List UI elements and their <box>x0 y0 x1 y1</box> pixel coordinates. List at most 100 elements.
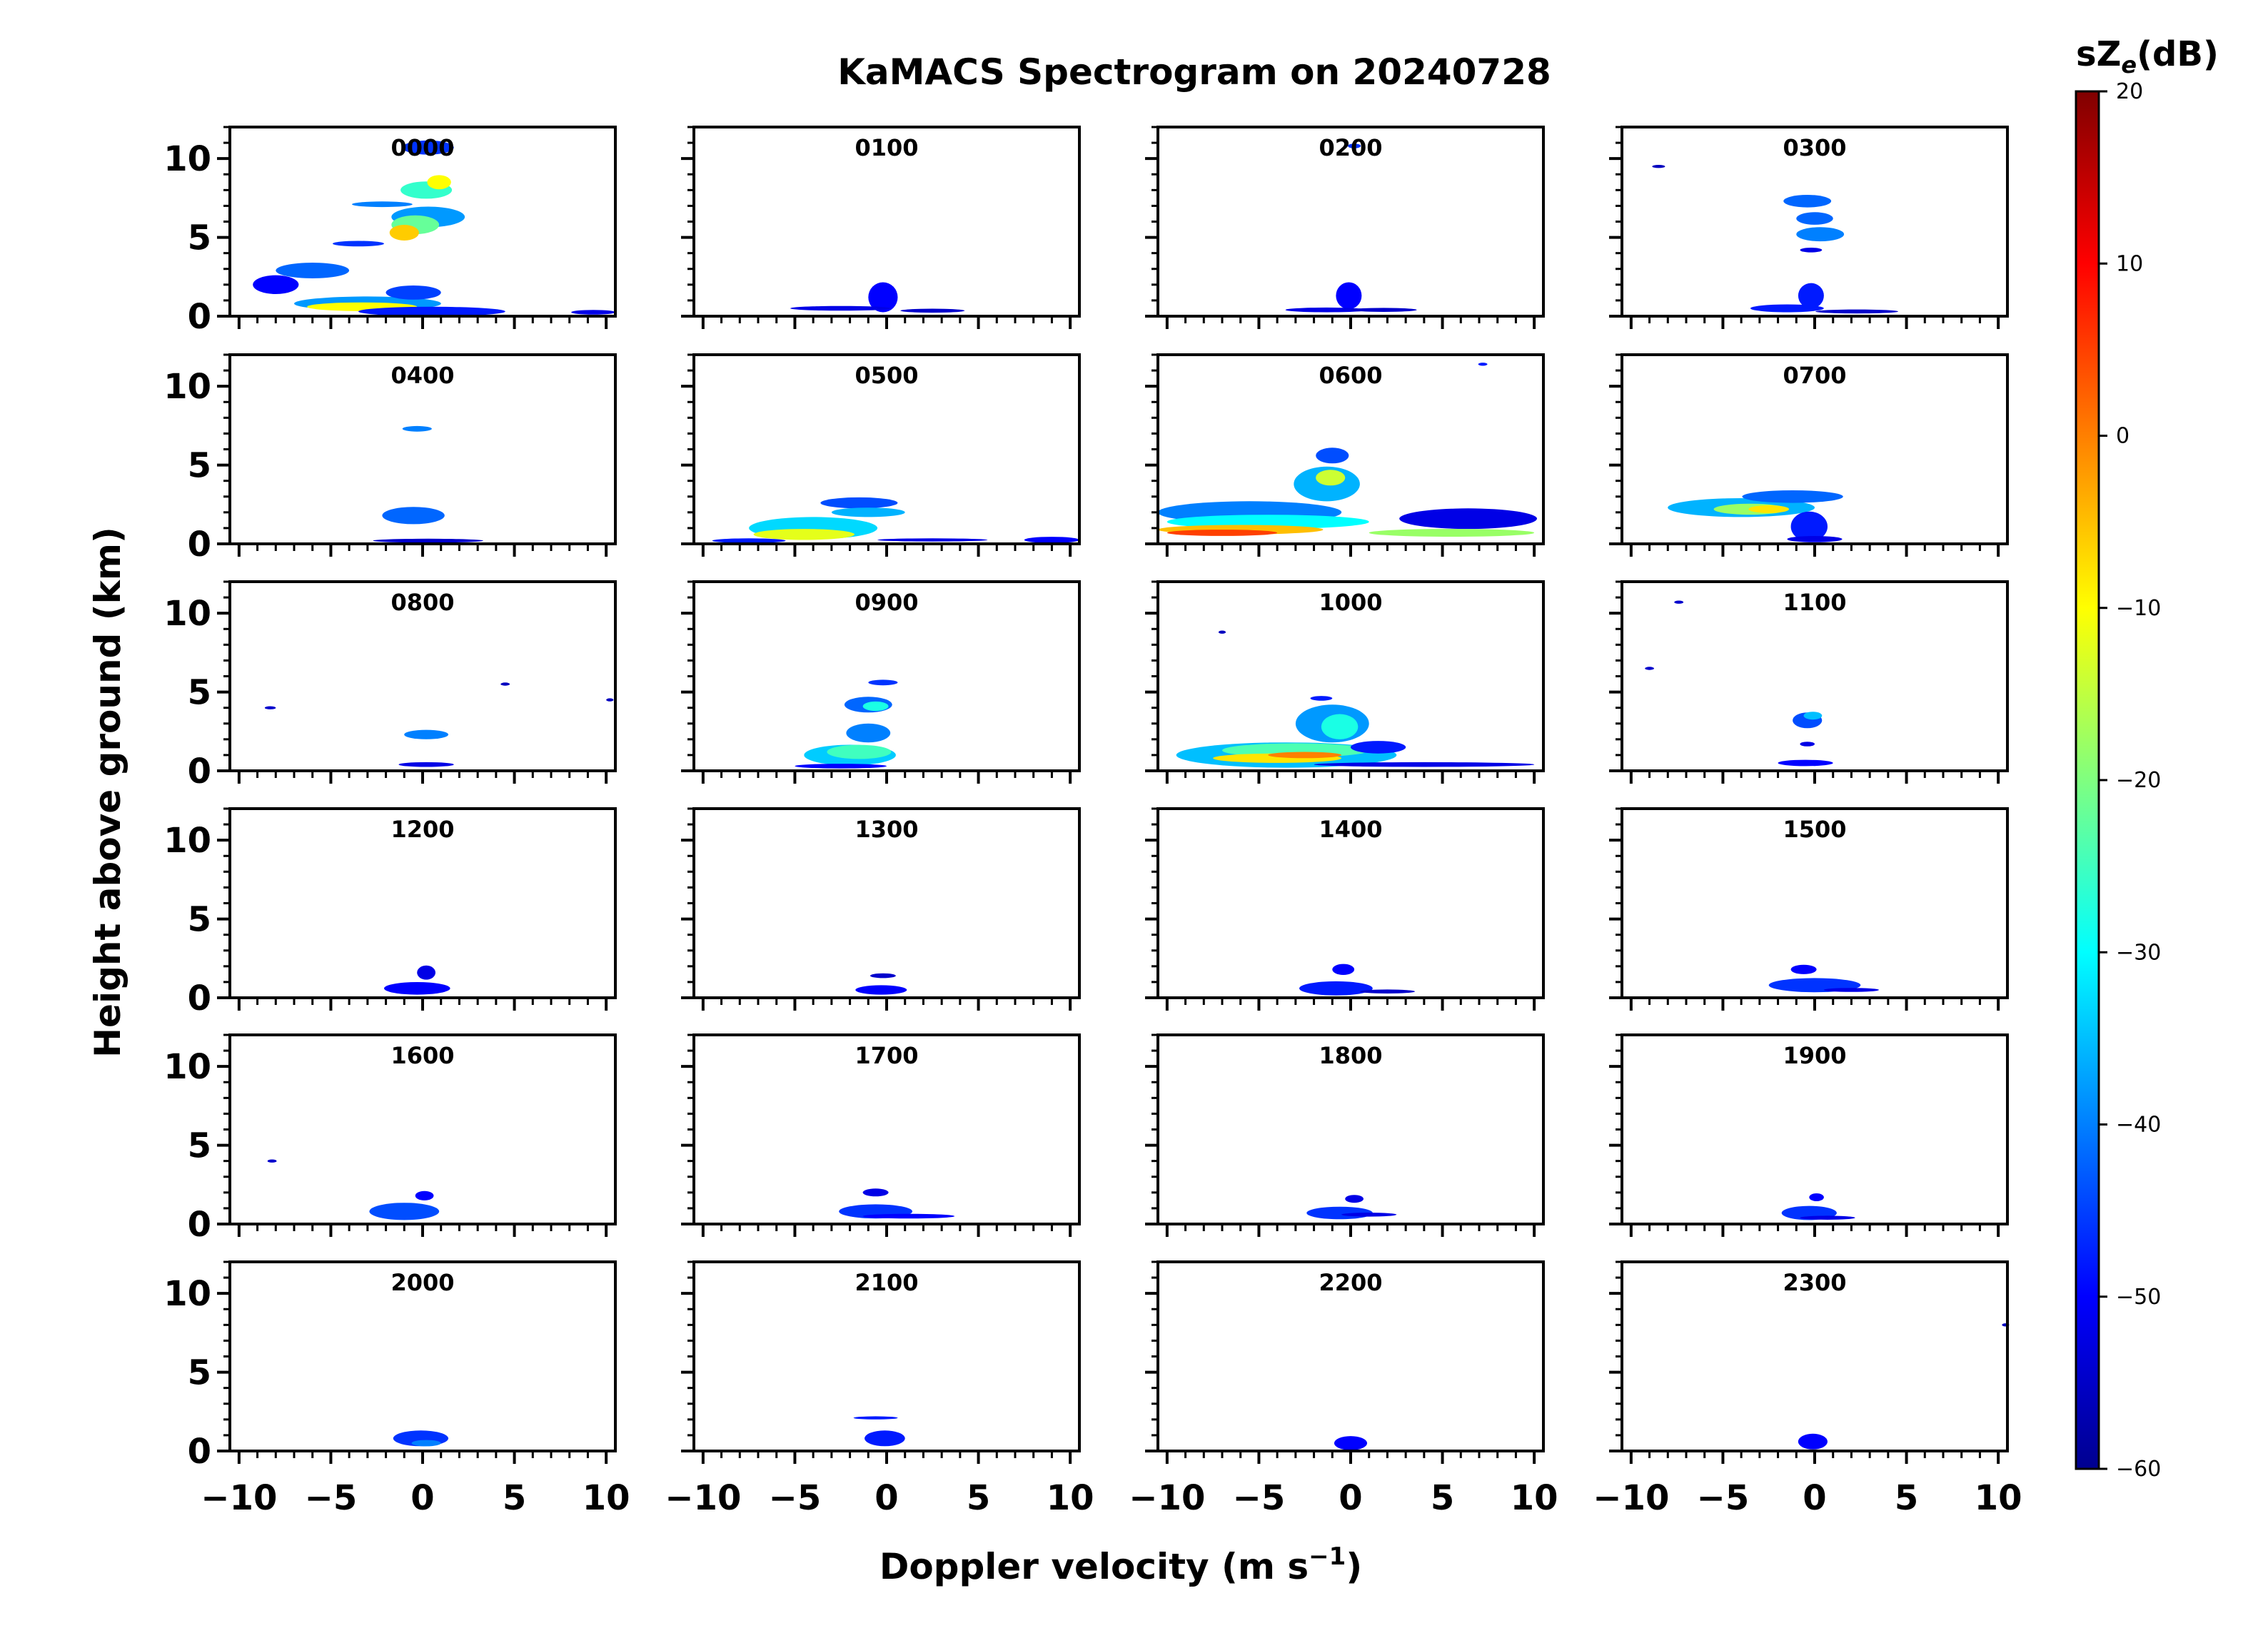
x-tick-label: −5 <box>1697 1478 1750 1518</box>
panel-2200: 2200 −10 −5 0 5 10 <box>1129 1260 1558 1518</box>
panel-1600-feature-2 <box>267 1159 277 1163</box>
y-tick-label: 10 <box>163 367 211 407</box>
y-tick-label: 5 <box>188 900 211 940</box>
panel-1400-feature-1 <box>1332 964 1355 976</box>
colorbar-tick-label: 0 <box>2116 424 2130 449</box>
panel-0200-feature-0 <box>1336 282 1362 310</box>
panel-1900-time-label: 1900 <box>1783 1042 1846 1069</box>
panel-2300: 2300 −10 −5 0 5 10 <box>1593 1260 2022 1518</box>
y-tick-label: 0 <box>188 1432 211 1472</box>
panel-0000-feature-5 <box>402 140 454 155</box>
x-axis-label: Doppler velocity (m s−1) <box>880 1542 1362 1587</box>
panel-1200-time-label: 1200 <box>390 816 454 843</box>
panel-0100-feature-1 <box>790 305 892 311</box>
colorbar-label: sZe(dB) <box>2076 34 2219 79</box>
panel-1900-feature-1 <box>1800 1215 1855 1220</box>
panel-0300-feature-0 <box>1783 195 1832 208</box>
x-tick-label: −10 <box>665 1478 741 1518</box>
panel-0600-feature-5 <box>1316 470 1346 486</box>
panel-0900-feature-2 <box>846 723 891 743</box>
panel-0700-feature-3 <box>1742 490 1843 503</box>
panel-2300-time-label: 2300 <box>1783 1269 1846 1296</box>
x-tick-label: 0 <box>1339 1478 1362 1518</box>
panel-0200-feature-2 <box>1351 308 1417 313</box>
panel-1200-feature-0 <box>384 982 450 995</box>
panel-0800-time-label: 0800 <box>390 589 454 616</box>
panel-0300-feature-6 <box>1652 165 1665 168</box>
x-tick-label: 10 <box>1975 1478 2022 1518</box>
panel-1100-feature-4 <box>1674 600 1684 604</box>
panel-0700-time-label: 0700 <box>1783 362 1846 389</box>
panel-0300-time-label: 0300 <box>1783 134 1846 161</box>
colorbar-tick-label: −40 <box>2116 1113 2161 1138</box>
panel-0500-time-label: 0500 <box>855 362 918 389</box>
panel-1700-feature-2 <box>862 1188 889 1197</box>
panel-0600-feature-8 <box>1369 529 1535 537</box>
panel-0800-feature-0 <box>404 729 448 739</box>
panel-0800: 0800 0 5 10 <box>163 580 617 792</box>
panel-0300: 0300 <box>1609 126 2009 329</box>
panel-0900-feature-4 <box>862 701 889 712</box>
x-tick-label: 5 <box>1431 1478 1454 1518</box>
colorbar-tick-label: 20 <box>2116 79 2143 104</box>
panel-0000-feature-4 <box>427 175 451 190</box>
colorbar-label-unit: (dB) <box>2137 34 2219 74</box>
y-tick-label: 5 <box>188 446 211 486</box>
panel-1300-feature-1 <box>870 973 896 979</box>
y-tick-label: 0 <box>188 297 211 337</box>
panel-1500-feature-2 <box>1790 964 1817 974</box>
panel-0900-time-label: 0900 <box>855 589 918 616</box>
colorbar-tick-label: −20 <box>2116 768 2161 793</box>
panel-1800-feature-1 <box>1341 1213 1397 1217</box>
panel-0400: 0400 0 5 10 <box>163 353 617 565</box>
y-tick-label: 0 <box>188 1205 211 1245</box>
panel-1100-time-label: 1100 <box>1783 589 1846 616</box>
chart-title: KaMACS Spectrogram on 20240728 <box>837 51 1551 93</box>
panel-0000-feature-6 <box>352 201 413 208</box>
panel-1000-feature-8 <box>1310 696 1333 701</box>
panel-2000-feature-1 <box>411 1440 441 1447</box>
panel-0500: 0500 <box>681 353 1081 557</box>
x-tick-label: −10 <box>1593 1478 1669 1518</box>
x-tick-label: 0 <box>875 1478 898 1518</box>
panel-1100-feature-5 <box>1800 742 1815 747</box>
panel-0900-feature-1 <box>827 744 892 759</box>
y-tick-label: 0 <box>188 752 211 792</box>
panel-0800-feature-2 <box>264 706 276 709</box>
panel-0700: 0700 <box>1609 353 2009 557</box>
colorbar-tick-label: 10 <box>2116 251 2143 276</box>
panel-0500-feature-3 <box>831 507 905 517</box>
colorbar-tick-label: −10 <box>2116 596 2161 621</box>
x-tick-label: −5 <box>769 1478 822 1518</box>
panel-2100: 2100 −10 −5 0 5 10 <box>665 1260 1094 1518</box>
panel-1000: 1000 <box>1145 580 1545 784</box>
y-tick-label: 5 <box>188 673 211 713</box>
panel-0800-feature-1 <box>398 762 454 767</box>
y-tick-label: 10 <box>163 139 211 179</box>
panel-0500-feature-5 <box>877 538 988 542</box>
panel-1100: 1100 <box>1609 580 2009 784</box>
panel-2100-feature-1 <box>853 1416 898 1420</box>
panel-0500-feature-1 <box>753 529 855 540</box>
panel-2100-time-label: 2100 <box>855 1269 918 1296</box>
panel-1500-feature-1 <box>1823 988 1879 992</box>
panel-1300-feature-0 <box>855 985 907 995</box>
y-tick-label: 0 <box>188 979 211 1018</box>
panel-1500: 1500 <box>1609 807 2009 1011</box>
panel-0500-feature-6 <box>1024 537 1079 543</box>
colorbar-tick-label: −50 <box>2116 1285 2161 1310</box>
x-tick-label: 0 <box>410 1478 434 1518</box>
panel-1000-feature-3 <box>1268 752 1342 759</box>
panel-0500-feature-2 <box>820 497 898 509</box>
x-tick-label: 5 <box>503 1478 526 1518</box>
panel-1000-feature-6 <box>1351 741 1406 754</box>
panel-1200-feature-1 <box>417 965 435 980</box>
panel-0400-feature-0 <box>402 425 432 432</box>
colorbar-tick-label: −30 <box>2116 940 2161 965</box>
panel-0400-time-label: 0400 <box>390 362 454 389</box>
panel-1300: 1300 <box>681 807 1081 1011</box>
panel-0400-feature-1 <box>382 507 445 525</box>
panel-1700-feature-1 <box>862 1213 955 1219</box>
